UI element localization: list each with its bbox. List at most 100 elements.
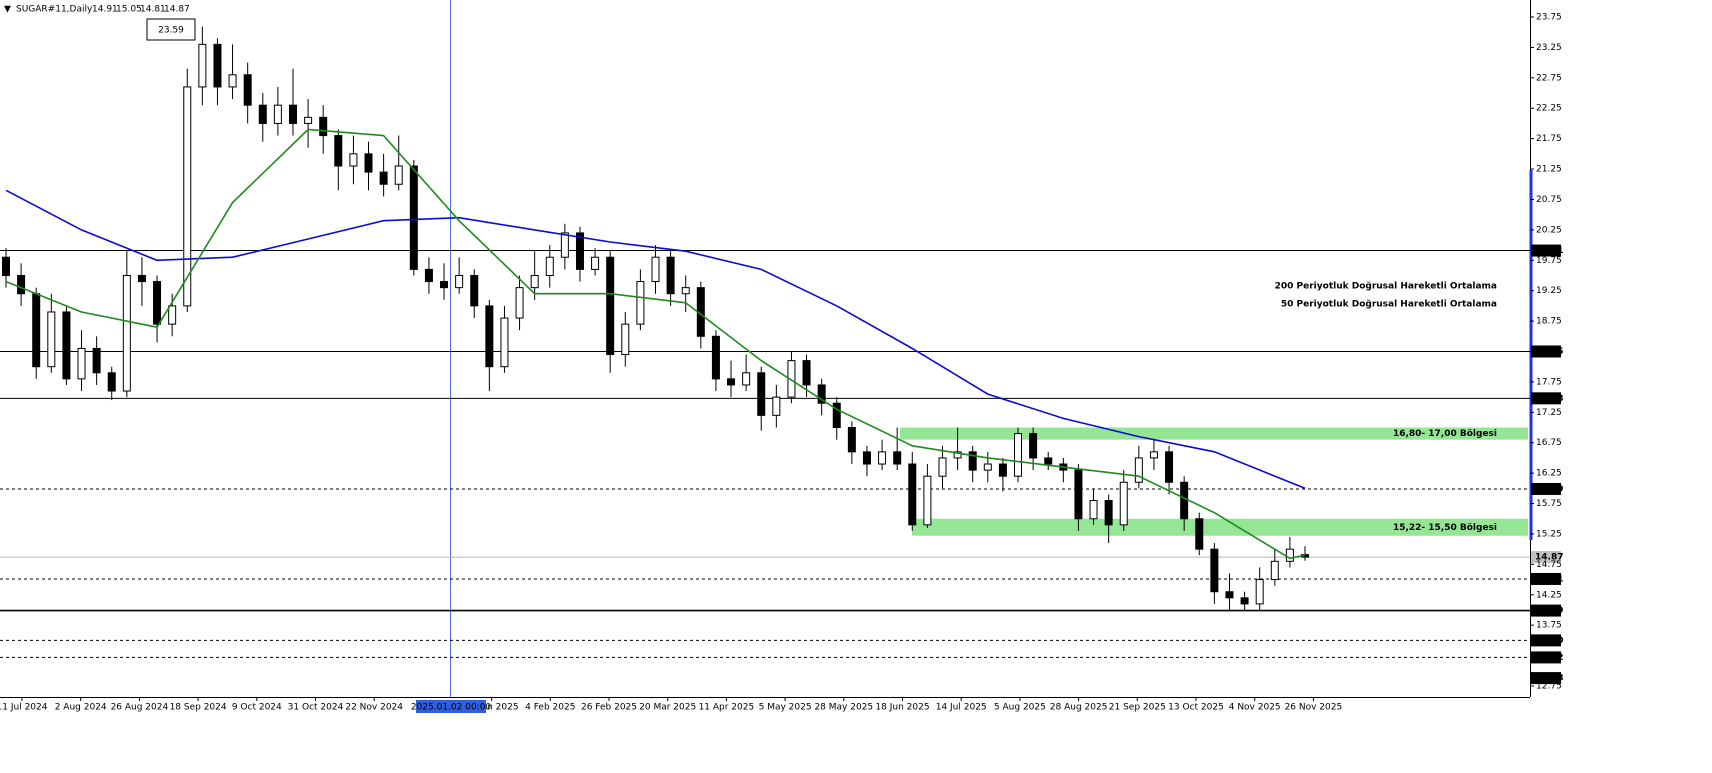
candle-body	[334, 135, 343, 167]
candle-body	[470, 274, 479, 307]
level-label: 13.22	[1535, 653, 1563, 663]
candle-body	[258, 104, 267, 124]
x-tick-label: 4 Feb 2025	[525, 703, 575, 713]
y-tick-label: 15.75	[1536, 499, 1562, 509]
level-label-bg	[1531, 604, 1561, 617]
x-tick-label: 2 Aug 2024	[55, 703, 107, 713]
y-tick-label: 14.25	[1536, 590, 1562, 600]
candle-body	[923, 475, 932, 526]
x-tick-label: 26 Nov 2025	[1285, 703, 1343, 713]
candle-body	[198, 43, 207, 88]
candle-body	[1074, 469, 1083, 520]
y-tick-label: 20.75	[1536, 195, 1562, 205]
level-label-bg	[1531, 244, 1561, 257]
candle-body	[92, 347, 101, 374]
candle-body	[878, 451, 887, 465]
candle-body	[802, 360, 811, 386]
candle-body	[621, 323, 630, 356]
candle-body	[1225, 591, 1234, 599]
candle-body	[727, 378, 736, 386]
candle-body	[394, 165, 403, 185]
level-label: 18.25	[1535, 347, 1563, 357]
level-label-bg	[1531, 651, 1561, 664]
candle-body	[424, 268, 433, 283]
candle-body	[893, 451, 902, 465]
x-tick-label: 22 Nov 2024	[345, 703, 403, 713]
y-tick-label: 22.25	[1536, 104, 1562, 114]
x-tick-label: 9 Oct 2024	[232, 703, 282, 713]
candle-body	[485, 305, 494, 368]
candle-body	[288, 104, 297, 124]
y-tick-label: 18.75	[1536, 317, 1562, 327]
y-tick-label: 23.75	[1536, 13, 1562, 23]
moving-average	[5, 128, 1306, 560]
x-tick-label: 18 Jun 2025	[875, 703, 929, 713]
level-label: 19.91	[1535, 246, 1563, 256]
y-tick-label: 21.25	[1536, 165, 1562, 175]
legend-entry: 50 Periyotluk Doğrusal Hareketli Ortalam…	[1281, 300, 1497, 310]
header-value: 14.91	[92, 5, 118, 15]
candle-body	[1044, 457, 1053, 465]
x-tick-label: 11 Apr 2025	[699, 703, 755, 713]
candle-body	[319, 116, 328, 137]
level-label-bg	[1531, 392, 1561, 405]
candle-body	[938, 457, 947, 477]
y-tick-label: 20.25	[1536, 225, 1562, 235]
annotation-box	[146, 18, 196, 41]
candle-body	[107, 372, 116, 392]
level-label: 17.48	[1535, 394, 1563, 404]
zone	[900, 427, 1528, 440]
y-tick-label: 19.75	[1536, 256, 1562, 266]
candle-body	[228, 74, 237, 88]
header-value: 15.05	[116, 5, 142, 15]
candle-body	[213, 43, 222, 88]
candle-body	[1134, 457, 1143, 483]
candle-body	[17, 274, 26, 295]
header-value: 14.81	[140, 5, 166, 15]
collapse-icon[interactable]: ▼	[4, 5, 11, 15]
x-tick-label: 24 Jan 2025	[465, 703, 519, 713]
candle-body	[998, 463, 1007, 477]
candle-body	[1119, 481, 1128, 526]
level-label: 13.50	[1535, 636, 1563, 646]
y-tick-label: 15.25	[1536, 529, 1562, 539]
candle-body	[1149, 451, 1158, 459]
candle-body	[983, 463, 992, 471]
y-tick-label: 17.25	[1536, 408, 1562, 418]
candle-body	[47, 311, 56, 368]
moving-average	[5, 189, 1306, 490]
level-label: 14.87	[1535, 553, 1563, 563]
x-tick-label: 26 Aug 2024	[111, 703, 169, 713]
level-label: 12.88	[1535, 674, 1563, 684]
symbol-title: SUGAR#11,Daily	[16, 5, 93, 15]
y-tick-label: 12.75	[1536, 682, 1562, 692]
candle-body	[183, 86, 192, 307]
candle-body	[32, 293, 41, 368]
candle-body	[243, 74, 252, 106]
candle-body	[1014, 433, 1023, 477]
candle-body	[772, 396, 781, 416]
candle-body	[409, 165, 418, 270]
level-label: 15.99	[1535, 484, 1563, 494]
candle-body	[349, 153, 358, 167]
candle-body	[530, 274, 539, 289]
y-tick-label: 14.75	[1536, 560, 1562, 570]
y-tick-label: 13.75	[1536, 621, 1562, 631]
candle-body	[304, 116, 313, 124]
y-tick-label: 23.25	[1536, 43, 1562, 53]
candle-body	[1180, 481, 1189, 520]
candle-body	[742, 372, 751, 386]
y-tick-label: 21.75	[1536, 134, 1562, 144]
candle-body	[651, 256, 660, 283]
annotation-text: 23.59	[158, 26, 184, 36]
y-tick-label: 16.75	[1536, 438, 1562, 448]
crosshair-label: 2025.01.02 00:00	[411, 703, 492, 713]
x-tick-label: 18 Sep 2024	[170, 703, 227, 713]
candle-body	[515, 287, 524, 319]
level-label-bg	[1531, 345, 1561, 358]
candle-body	[137, 274, 146, 283]
level-label-bg	[1531, 482, 1561, 495]
x-tick-label: 13 Oct 2025	[1168, 703, 1224, 713]
header-value: 14.87	[164, 5, 190, 15]
